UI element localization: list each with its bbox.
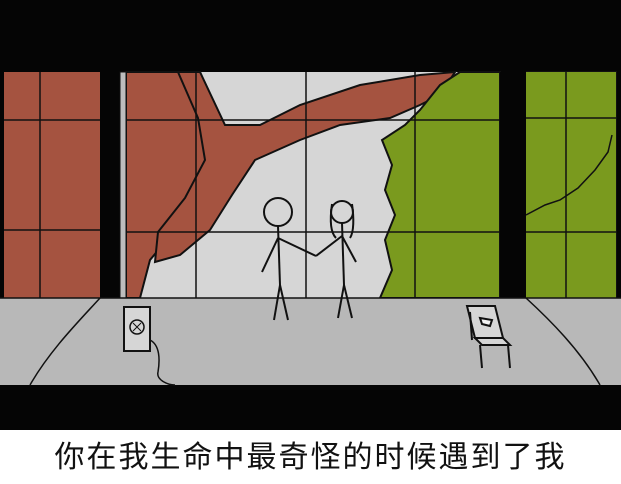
speaker-cable bbox=[149, 339, 176, 386]
speaker-icon bbox=[123, 306, 176, 386]
background-building bbox=[125, 70, 457, 299]
tissue bbox=[478, 316, 494, 328]
pillar-left bbox=[100, 72, 122, 298]
stick-figure-man bbox=[261, 197, 317, 321]
comic-scene bbox=[0, 0, 621, 430]
floor-lines bbox=[0, 297, 621, 386]
left-brick-panel bbox=[4, 72, 102, 298]
pillar-right bbox=[500, 72, 526, 298]
caption-text: 你在我生命中最奇怪的时候遇到了我 bbox=[54, 440, 567, 475]
window-grid bbox=[4, 72, 616, 298]
floor bbox=[0, 298, 621, 385]
foliage-edge bbox=[525, 134, 613, 216]
tissue-box-table bbox=[465, 305, 513, 369]
comic-panel bbox=[0, 0, 621, 430]
stick-figure-woman bbox=[315, 200, 357, 319]
curtain-edge bbox=[119, 71, 127, 299]
right-foliage-fill bbox=[526, 72, 616, 298]
